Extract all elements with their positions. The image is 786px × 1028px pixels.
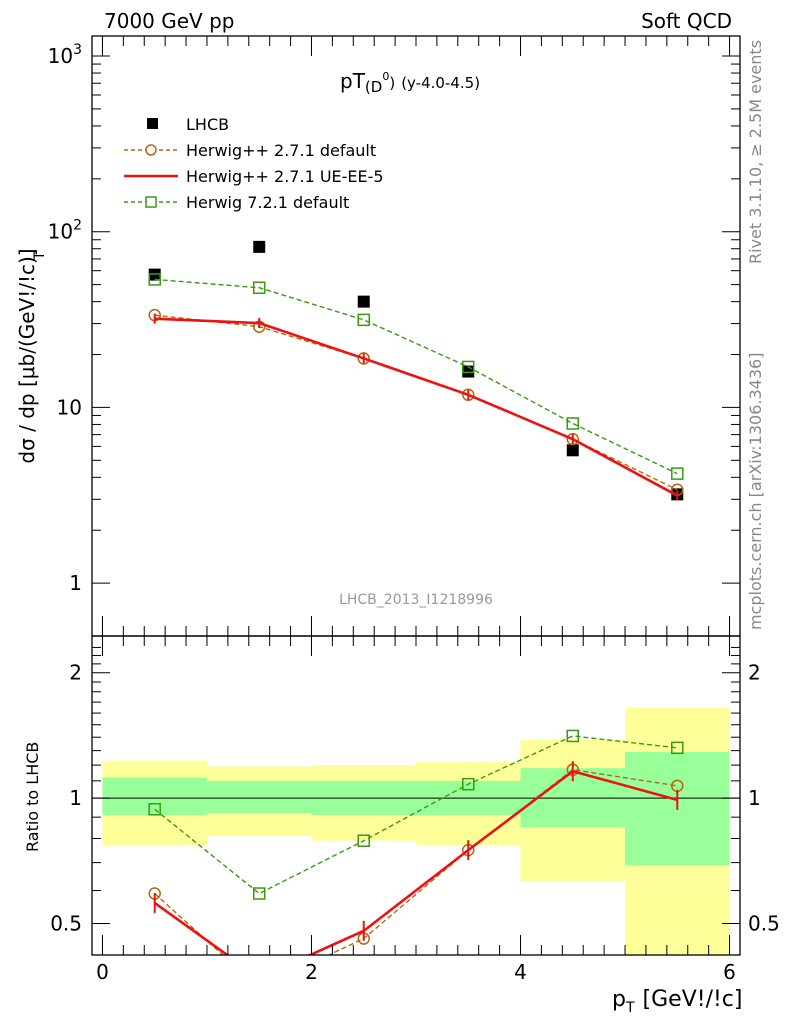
main-y-tick-label-base: 1 bbox=[69, 571, 82, 595]
title-sup: 0 bbox=[382, 70, 389, 83]
ratio-series-group bbox=[148, 729, 684, 993]
point-herwigpp-default bbox=[357, 352, 370, 365]
y-axis-label-sub: T bbox=[32, 251, 48, 261]
main-series-group bbox=[148, 240, 684, 501]
ratio-panel: 0 2 4 6 0.5 0.5 1 1 2 2 bbox=[50, 635, 780, 993]
x-tick-label: 0 bbox=[96, 960, 109, 984]
ratio-band-green bbox=[102, 777, 207, 816]
title-sub: (D bbox=[365, 78, 382, 96]
point-lhcb bbox=[357, 295, 370, 308]
legend-marker-herwigpp-default bbox=[145, 144, 157, 156]
title-range: (y-4.0-4.5) bbox=[401, 74, 480, 92]
ratio-band-green bbox=[206, 780, 312, 814]
main-y-tick-label-base: 10 bbox=[57, 395, 82, 419]
ratio-line-1 bbox=[153, 769, 678, 955]
main-y-tick-label: 10 bbox=[57, 395, 82, 419]
point-herwig7 bbox=[148, 273, 161, 286]
ratio-point-herwigpp-default bbox=[254, 982, 265, 993]
x-label-main: p bbox=[612, 987, 626, 1012]
ratio-point-herwig7 bbox=[148, 803, 161, 816]
point-herwigpp-default bbox=[566, 432, 580, 446]
legend-label-herwigpp-default: Herwig++ 2.7.1 default bbox=[186, 141, 376, 160]
ratio-point-herwig7 bbox=[252, 887, 266, 900]
ratio-y-tick-label: 2 bbox=[69, 661, 82, 685]
main-y-tick-label: 103 bbox=[48, 42, 82, 68]
main-y-tick-label-exp: 2 bbox=[73, 218, 82, 234]
x-label-unit: [GeV!/!c] bbox=[643, 987, 743, 1012]
main-y-tick-label-base: 10 bbox=[48, 44, 73, 68]
legend-label-lhcb: LHCB bbox=[186, 115, 229, 134]
x-tick-label: 6 bbox=[723, 960, 736, 984]
header-energy: 7000 GeV pp bbox=[104, 9, 235, 33]
ratio-y-tick-label-right: 2 bbox=[748, 661, 761, 685]
point-herwig7 bbox=[252, 281, 266, 294]
x-axis-label: pT [GeV!/!c] bbox=[612, 987, 742, 1016]
ratio-point-herwig7 bbox=[566, 729, 580, 743]
y-axis-label-text: dσ / dp [μb/(GeV!/!c)] bbox=[15, 248, 39, 463]
x-label-sub: T bbox=[625, 1000, 635, 1016]
main-y-tick-label: 102 bbox=[48, 218, 82, 244]
ratio-line-0 bbox=[154, 768, 678, 955]
point-herwig7 bbox=[357, 313, 370, 327]
ratio-y-label: Ratio to LHCB bbox=[23, 742, 42, 852]
series-line-3 bbox=[154, 278, 678, 475]
point-herwig7 bbox=[462, 360, 475, 374]
header-category: Soft QCD bbox=[641, 9, 732, 33]
ratio-point-herwig7 bbox=[462, 777, 475, 791]
ratio-y-tick-label-right: 1 bbox=[748, 786, 761, 810]
point-herwig7 bbox=[566, 417, 580, 430]
point-herwig7 bbox=[671, 467, 684, 480]
x-tick-label: 2 bbox=[305, 960, 318, 984]
rivet-label: Rivet 3.1.10, ≥ 2.5M events bbox=[746, 40, 765, 264]
point-herwigpp-default bbox=[462, 388, 475, 402]
mcplots-label: mcplots.cern.ch [arXiv:1306.3436] bbox=[746, 353, 765, 630]
ratio-y-tick-label: 0.5 bbox=[50, 911, 82, 935]
legend-label-herwig7: Herwig 7.2.1 default bbox=[186, 193, 349, 212]
point-lhcb bbox=[566, 444, 579, 457]
ratio-y-tick-label-right: 0.5 bbox=[748, 911, 780, 935]
title-main: pT bbox=[340, 69, 366, 93]
plot-title: pT(D0) (y-4.0-4.5) bbox=[340, 69, 480, 96]
legend: LHCB Herwig++ 2.7.1 default Herwig++ 2.7… bbox=[124, 115, 384, 212]
legend-marker-herwig7 bbox=[145, 196, 157, 208]
ratio-point-herwig7 bbox=[357, 834, 370, 847]
main-y-tick-label-base: 10 bbox=[48, 220, 73, 244]
ratio-y-tick-label: 1 bbox=[69, 786, 82, 810]
series-line-1 bbox=[154, 314, 678, 491]
legend-label-herwigpp-ueee5: Herwig++ 2.7.1 UE-EE-5 bbox=[186, 167, 384, 186]
main-y-tick-label-exp: 3 bbox=[73, 42, 82, 58]
point-lhcb bbox=[253, 240, 266, 253]
main-y-tick-label: 1 bbox=[69, 571, 82, 595]
series-line-2 bbox=[154, 317, 678, 497]
ratio-point-herwig7 bbox=[671, 741, 684, 755]
analysis-id: LHCB_2013_I1218996 bbox=[339, 592, 493, 608]
legend-marker-lhcb bbox=[147, 118, 158, 129]
x-tick-label: 4 bbox=[514, 960, 527, 984]
y-axis-label: dσ / dp [μb/(GeV!/!c)] bbox=[15, 248, 39, 463]
title-close: ) bbox=[389, 74, 395, 92]
